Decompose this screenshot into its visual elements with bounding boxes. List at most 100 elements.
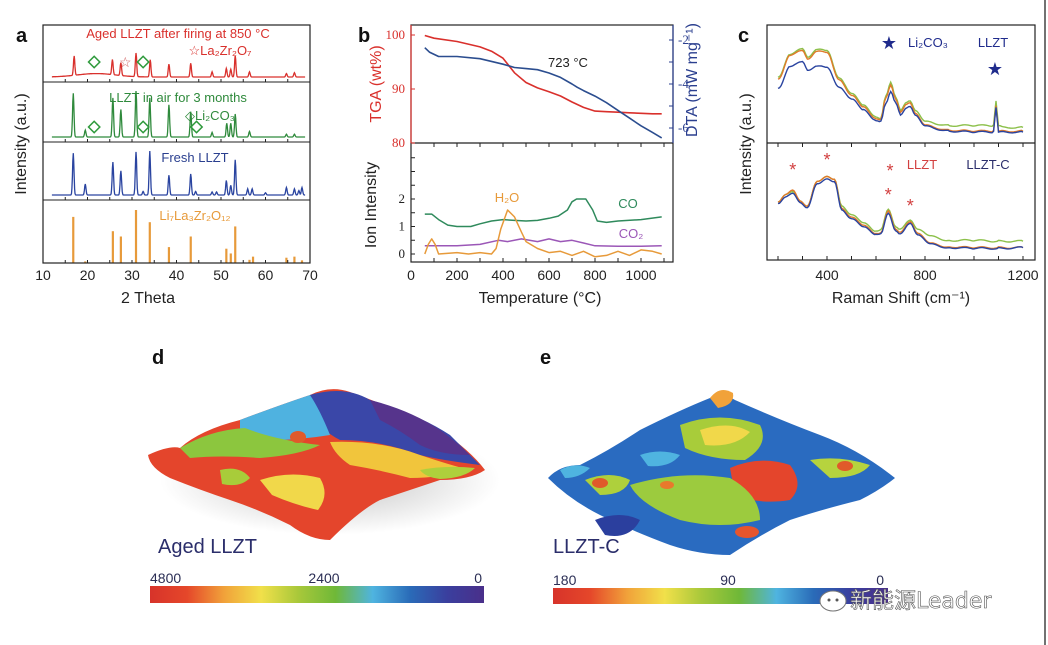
x-tick-label-b: 200	[445, 267, 469, 283]
li2co3-diamond-marker	[87, 55, 101, 69]
panel-e-letter: e	[540, 347, 551, 369]
annotation-li2co3: ◇Li₂CO₃	[185, 108, 235, 123]
y-axis-title-dta: DTA (mW mg⁻¹)	[684, 23, 701, 137]
watermark-text: 新能源Leader	[850, 589, 992, 614]
label-llzt-c: LLZT-C	[553, 536, 620, 558]
li2co3-diamond-marker	[87, 120, 101, 134]
x-tick-label-a: 30	[124, 267, 140, 283]
h2o-ion-curve	[424, 209, 662, 258]
y-tick-label-ion: 0	[399, 246, 406, 261]
x-axis-title-a: 2 Theta	[121, 290, 175, 307]
legend-llzt-bottom: LLZT	[907, 157, 937, 172]
raman-spectrum-blue	[777, 60, 1024, 134]
y-axis-title-tga: TGA (wt%)	[368, 45, 385, 122]
panel-a-letter: a	[16, 25, 28, 47]
raman-spectrum-orange	[777, 175, 1024, 250]
annotation-aged-llzt: Aged LLZT after firing at 850 °C	[86, 26, 269, 41]
y-tick-label-dta: -4	[678, 76, 689, 91]
panel-a-frame	[42, 24, 311, 264]
colorbar-e-tick-max: 180	[553, 572, 577, 588]
li2co3-diamond-marker	[189, 120, 204, 134]
star-marker-icon: ★	[881, 33, 897, 53]
annotation-723c: 723 °C	[548, 55, 588, 70]
panel-d-letter: d	[152, 347, 164, 369]
x-tick-label-c: 800	[913, 267, 937, 283]
y-tick-label-tga: 90	[392, 81, 405, 96]
raman-spectrum-green	[777, 47, 1024, 129]
asterisk-marker-icon: *	[886, 161, 893, 181]
legend-li2co3: Li₂CO₃	[908, 35, 948, 50]
annotation-llzt-air: LLZT in air for 3 months	[109, 90, 247, 105]
panel-b-letter: b	[358, 25, 370, 47]
label-h2o: H₂O	[495, 190, 520, 205]
y-tick-label-tga: 80	[392, 135, 405, 150]
x-tick-label-b: 0	[407, 267, 415, 283]
x-tick-label-a: 50	[213, 267, 229, 283]
x-tick-label-b: 400	[491, 267, 515, 283]
panel-b: b 0 200 400 600 800 1000 100 90 80 -2 -4 -6 0 1 2 723 …	[358, 23, 701, 307]
y-axis-title-ion: Ion Intensity	[363, 162, 380, 248]
y-axis-title-a: Intensity (a.u.)	[13, 93, 30, 194]
colorbar-d	[150, 586, 484, 603]
li2co3-diamond-marker	[136, 55, 150, 69]
y-tick-label-ion: 2	[399, 191, 406, 206]
x-tick-label-a: 60	[258, 267, 274, 283]
llzt-asterisk-marker: *	[789, 160, 796, 180]
la2zr2o7-star-marker: ☆	[119, 54, 132, 70]
x-axis-title-c: Raman Shift (cm⁻¹)	[832, 290, 970, 307]
x-tick-label-c: 1200	[1007, 267, 1038, 283]
label-co: CO	[618, 196, 638, 211]
tga-curve	[424, 34, 662, 115]
star-marker-icon: ★	[987, 59, 1003, 79]
y-tick-label-tga: 100	[386, 27, 406, 42]
colorbar-d-tick-min: 0	[474, 570, 482, 586]
label-co2: CO₂	[619, 226, 644, 241]
panel-c-letter: c	[738, 25, 749, 47]
li2co3-diamond-marker	[136, 120, 150, 134]
panel-c: c 400 800 1200 ★ Li₂CO₃ LLZT ★ * LLZT LLZT…	[738, 24, 1039, 307]
colorbar-d-tick-mid: 2400	[308, 570, 339, 586]
xrd-pattern-line	[51, 90, 306, 138]
raman-spectrum-blue	[777, 178, 1024, 250]
panel-e: e LLZT-C 180 90 0	[540, 347, 895, 604]
llzt-asterisk-marker: *	[907, 196, 914, 216]
llzt-asterisk-marker: *	[823, 150, 830, 170]
annotation-llzo-reference: Li₇La₃Zr₂O₁₂	[159, 208, 230, 223]
y-tick-label-ion: 1	[399, 219, 406, 234]
x-tick-label-a: 70	[302, 267, 318, 283]
x-tick-label-a: 40	[169, 267, 185, 283]
y-axis-title-c: Intensity (a.u.)	[738, 93, 755, 194]
colorbar-e	[553, 588, 888, 604]
colorbar-e-tick-mid: 90	[720, 572, 736, 588]
x-tick-label-a: 10	[35, 267, 51, 283]
label-aged-llzt: Aged LLZT	[158, 536, 257, 558]
x-tick-label-b: 600	[537, 267, 561, 283]
legend-llzt-top: LLZT	[978, 35, 1008, 50]
raman-spectrum-orange	[777, 49, 1024, 133]
surface-map-aged-llzt	[148, 389, 485, 540]
x-axis-title-b: Temperature (°C)	[479, 290, 602, 307]
x-tick-label-b: 1000	[625, 267, 656, 283]
x-tick-label-b: 800	[583, 267, 607, 283]
llzt-asterisk-marker: *	[885, 185, 892, 205]
annotation-fresh-llzt: Fresh LLZT	[161, 150, 228, 165]
xrd-pattern-line	[51, 52, 306, 78]
y-tick-label-dta: -6	[678, 120, 689, 135]
x-tick-label-a: 20	[80, 267, 96, 283]
colorbar-e-tick-min: 0	[876, 572, 884, 588]
x-tick-label-c: 400	[815, 267, 839, 283]
xrd-pattern-line	[51, 150, 306, 196]
dta-curve	[424, 47, 663, 139]
y-tick-label-dta: -2	[678, 32, 689, 47]
panel-a: a ☆ 10 20 30 40 50 60 70 Aged LLZT after firin…	[13, 24, 318, 307]
annotation-la2zr2o7: ☆La₂Zr₂O₇	[188, 43, 252, 58]
surface-map-llzt-c	[548, 389, 895, 555]
watermark: 新能源Leader	[819, 589, 993, 614]
legend-llzt-c: LLZT-C	[966, 157, 1009, 172]
colorbar-d-tick-max: 4800	[150, 570, 181, 586]
co2-ion-curve	[424, 238, 662, 248]
panel-d: d Aged LLZT 4800 2400 0	[148, 347, 500, 603]
co-ion-curve	[424, 198, 662, 228]
wechat-icon	[819, 590, 847, 612]
